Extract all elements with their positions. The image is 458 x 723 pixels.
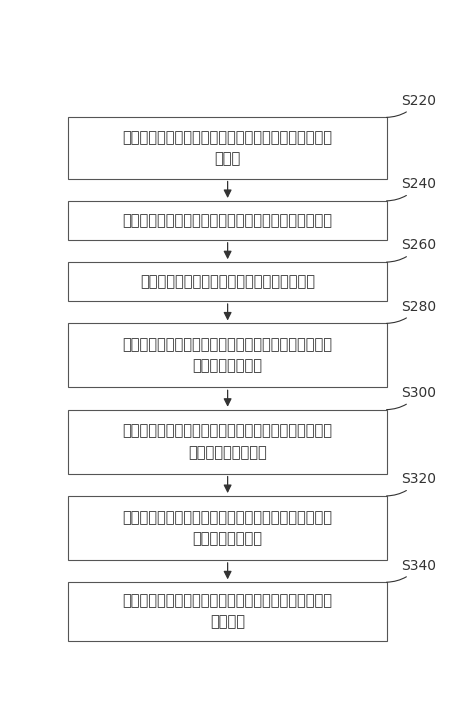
Text: 通过挑拣阈值构建的初步峰值提取模型对能量峰值进行: 通过挑拣阈值构建的初步峰值提取模型对能量峰值进行 — [123, 424, 333, 439]
Text: 析，确定挑拣阈值: 析，确定挑拣阈值 — [193, 359, 262, 374]
Text: 将连续能量信号进行峰值统计，确定能量峰值: 将连续能量信号进行峰值统计，确定能量峰值 — [140, 274, 315, 289]
Text: S240: S240 — [387, 177, 436, 201]
Text: S300: S300 — [387, 386, 436, 410]
Text: S260: S260 — [387, 239, 436, 262]
Text: S320: S320 — [387, 472, 436, 496]
Text: 筛选，获得初步峰值: 筛选，获得初步峰值 — [188, 445, 267, 460]
FancyBboxPatch shape — [68, 117, 387, 179]
Text: 对待挑拣神经元放电信号进行预处理，获得连续滤波放: 对待挑拣神经元放电信号进行预处理，获得连续滤波放 — [123, 130, 333, 145]
Text: S340: S340 — [387, 559, 436, 582]
Text: 电信号: 电信号 — [214, 151, 241, 166]
FancyBboxPatch shape — [68, 262, 387, 301]
FancyBboxPatch shape — [68, 496, 387, 560]
Text: 根据初步峰值对连续滤波放电信号中的信号段进行提取: 根据初步峰值对连续滤波放电信号中的信号段进行提取 — [123, 510, 333, 525]
Text: S220: S220 — [387, 94, 436, 117]
Text: 对连续滤波放电信号进行能量计算，获得连续能量信号: 对连续滤波放电信号进行能量计算，获得连续能量信号 — [123, 213, 333, 228]
Text: 根据连续能量信号建立卡方分布的累积分布函数进行分: 根据连续能量信号建立卡方分布的累积分布函数进行分 — [123, 338, 333, 352]
Text: 根据挑拣阈值对放电信号段进行分析，确定神经元放电: 根据挑拣阈值对放电信号段进行分析，确定神经元放电 — [123, 594, 333, 608]
Text: S280: S280 — [387, 299, 436, 323]
Text: 尖峰信号: 尖峰信号 — [210, 615, 245, 630]
FancyBboxPatch shape — [68, 323, 387, 388]
FancyBboxPatch shape — [68, 201, 387, 240]
FancyBboxPatch shape — [68, 410, 387, 474]
FancyBboxPatch shape — [68, 582, 387, 641]
Text: ，获得放电信号段: ，获得放电信号段 — [193, 531, 262, 546]
